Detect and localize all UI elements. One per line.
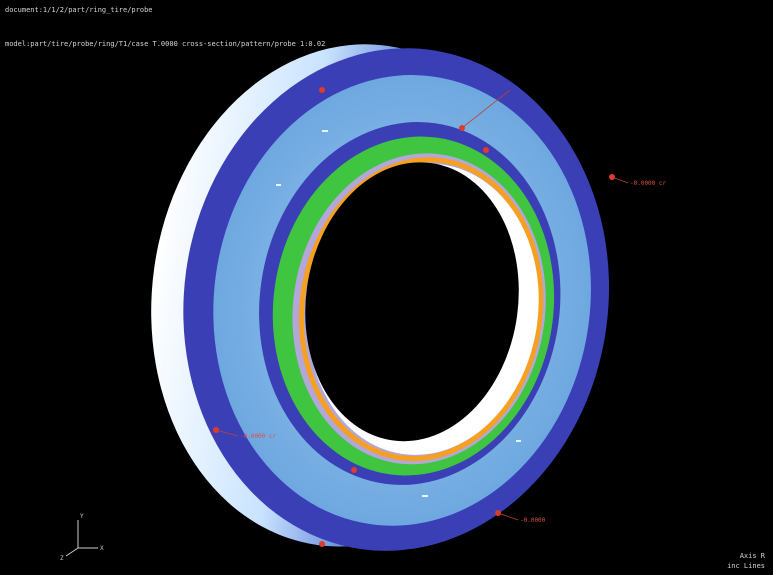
surface-specks bbox=[276, 130, 521, 497]
annotation-label-a3: -0.0000 cr bbox=[240, 433, 277, 440]
axis-label-y: Y bbox=[80, 513, 84, 520]
annotation-label-a1: -0.0000 cr bbox=[630, 180, 667, 187]
orange-ring bbox=[298, 157, 544, 462]
ring-hole bbox=[305, 162, 519, 442]
hud-model-info: model:part/tire/probe/ring/T1/case T.000… bbox=[5, 40, 326, 48]
axis-label-x: X bbox=[100, 545, 104, 552]
annotation-leaders bbox=[215, 89, 629, 521]
axis-triad bbox=[65, 520, 98, 557]
axis-label-z: Z bbox=[60, 555, 64, 562]
annotation-label-a2: -0.0000 bbox=[520, 517, 546, 524]
hud-axis-label: Axis R bbox=[739, 552, 765, 560]
hud-lines-label: inc Lines bbox=[727, 562, 765, 570]
hud-document-path: document:1/1/2/part/ring_tire/probe bbox=[5, 6, 153, 14]
